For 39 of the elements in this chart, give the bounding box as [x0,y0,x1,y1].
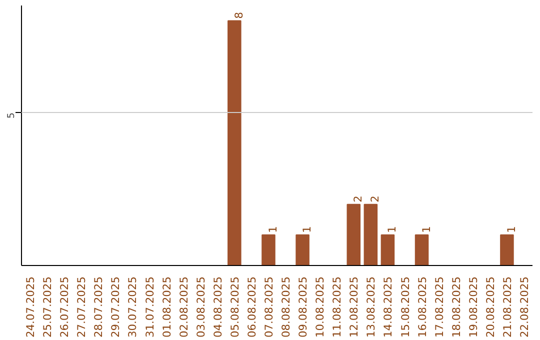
data-label: 1 [420,226,433,233]
x-tick-label: 07.08.2025 [262,276,276,338]
x-tick-label: 15.08.2025 [398,276,412,338]
data-label: 1 [266,226,280,233]
x-tick-label: 04.08.2025 [211,276,224,338]
x-tick-label: 22.08.2025 [518,276,531,338]
x-tick-label: 05.08.2025 [228,276,242,338]
x-tick-label: 24.07.2025 [24,276,38,338]
x-tick-label: 09.08.2025 [296,276,310,338]
x-tick-label: 16.08.2025 [416,276,429,338]
x-tick-label: 30.07.2025 [126,276,140,338]
x-tick-label: 10.08.2025 [314,276,327,338]
x-tick-label: 03.08.2025 [194,276,208,338]
x-tick-label: 01.08.2025 [160,276,174,338]
x-tick-label: 12.08.2025 [348,276,361,338]
x-tick-label: 13.08.2025 [364,276,378,338]
data-label: 1 [386,226,399,233]
x-tick-label: 28.07.2025 [92,276,106,338]
data-label: 2 [352,196,365,202]
x-tick-label: 08.08.2025 [280,276,293,338]
x-tick-label: 26.07.2025 [58,276,72,338]
x-tick-label: 31.07.2025 [143,276,156,338]
data-label: 8 [232,12,246,19]
data-label: 1 [300,226,314,233]
x-tick-label: 14.08.2025 [382,276,395,338]
x-tick-label: 19.08.2025 [466,276,480,338]
x-tick-label: 17.08.2025 [432,276,446,338]
data-label: 2 [368,196,382,202]
x-tick-label: 06.08.2025 [245,276,258,338]
x-tick-label: 02.08.2025 [177,276,190,338]
x-tick-label: 25.07.2025 [41,276,54,338]
x-tick-label: 18.08.2025 [450,276,463,338]
x-tick-label: 11.08.2025 [330,276,344,338]
x-tick-label: 27.07.2025 [75,276,88,338]
ref-line-label: 5 [6,112,17,118]
x-tick-label: 20.08.2025 [484,276,497,338]
x-tick-label: 29.07.2025 [109,276,122,338]
x-tick-label: 21.08.2025 [500,276,514,338]
data-label: 1 [504,226,518,233]
